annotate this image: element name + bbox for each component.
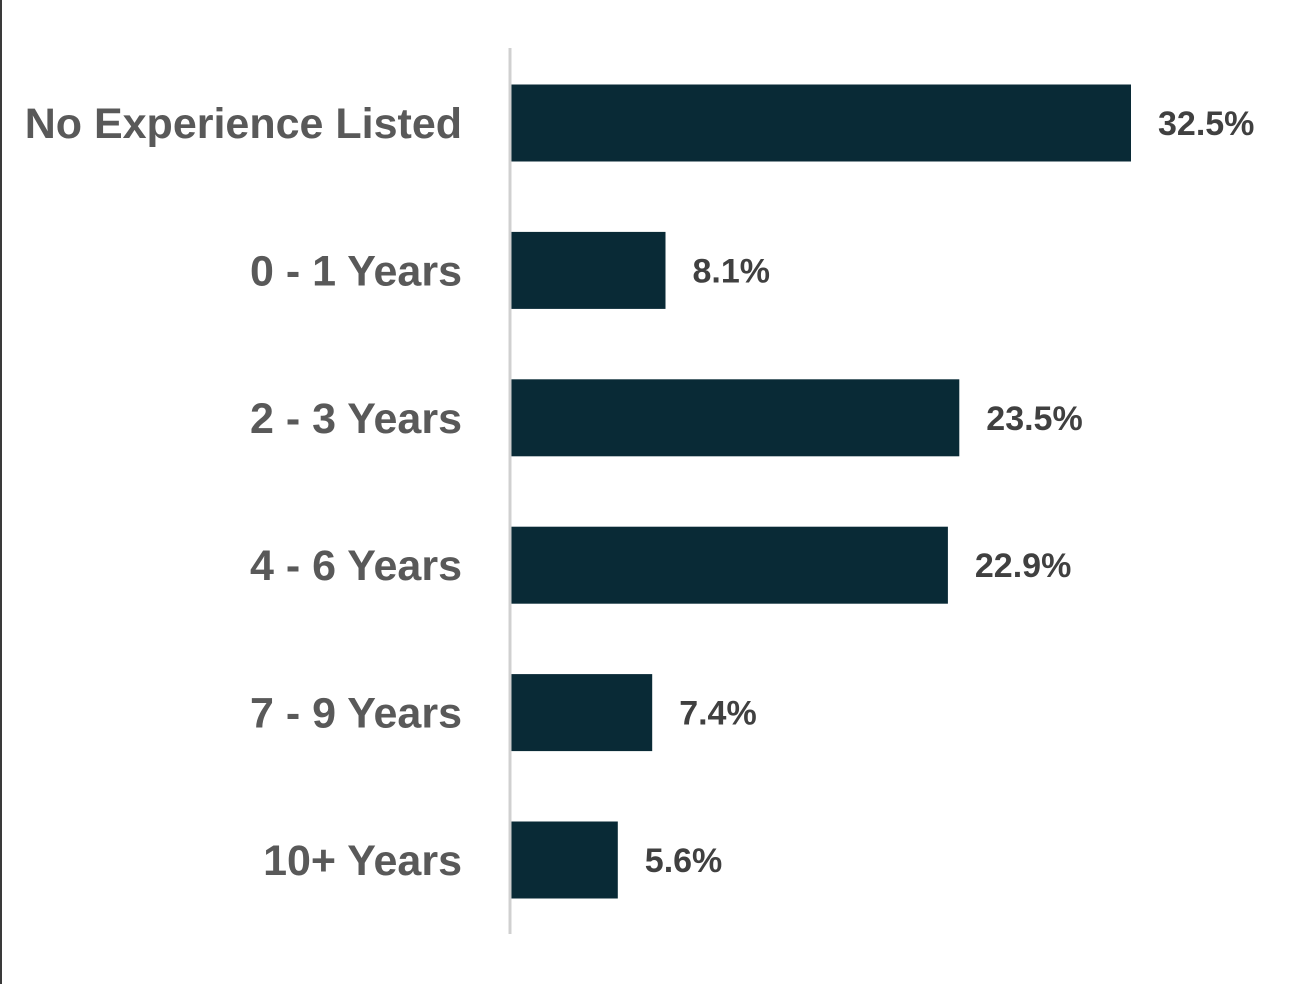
value-label: 5.6%	[645, 842, 723, 880]
labels-layer: No Experience Listed 32.5% 0 - 1 Years 8.1%…	[25, 100, 1255, 885]
category-label: No Experience Listed	[25, 100, 462, 148]
category-label: 7 - 9 Years	[250, 690, 462, 738]
category-label: 4 - 6 Years	[250, 542, 462, 590]
category-label: 0 - 1 Years	[250, 247, 462, 295]
bar-3	[511, 526, 948, 604]
value-label: 22.9%	[975, 547, 1071, 585]
bar-5	[511, 821, 618, 899]
value-label: 23.5%	[986, 400, 1082, 438]
category-label: 2 - 3 Years	[250, 395, 462, 443]
category-label: 10+ Years	[263, 837, 462, 885]
value-label: 8.1%	[693, 252, 771, 290]
bar-2	[511, 379, 960, 457]
value-label: 32.5%	[1158, 105, 1254, 143]
bar-0	[511, 84, 1131, 162]
bar-1	[511, 231, 666, 309]
value-label: 7.4%	[679, 695, 757, 733]
bar-4	[511, 674, 653, 752]
bars-layer	[511, 84, 1131, 899]
